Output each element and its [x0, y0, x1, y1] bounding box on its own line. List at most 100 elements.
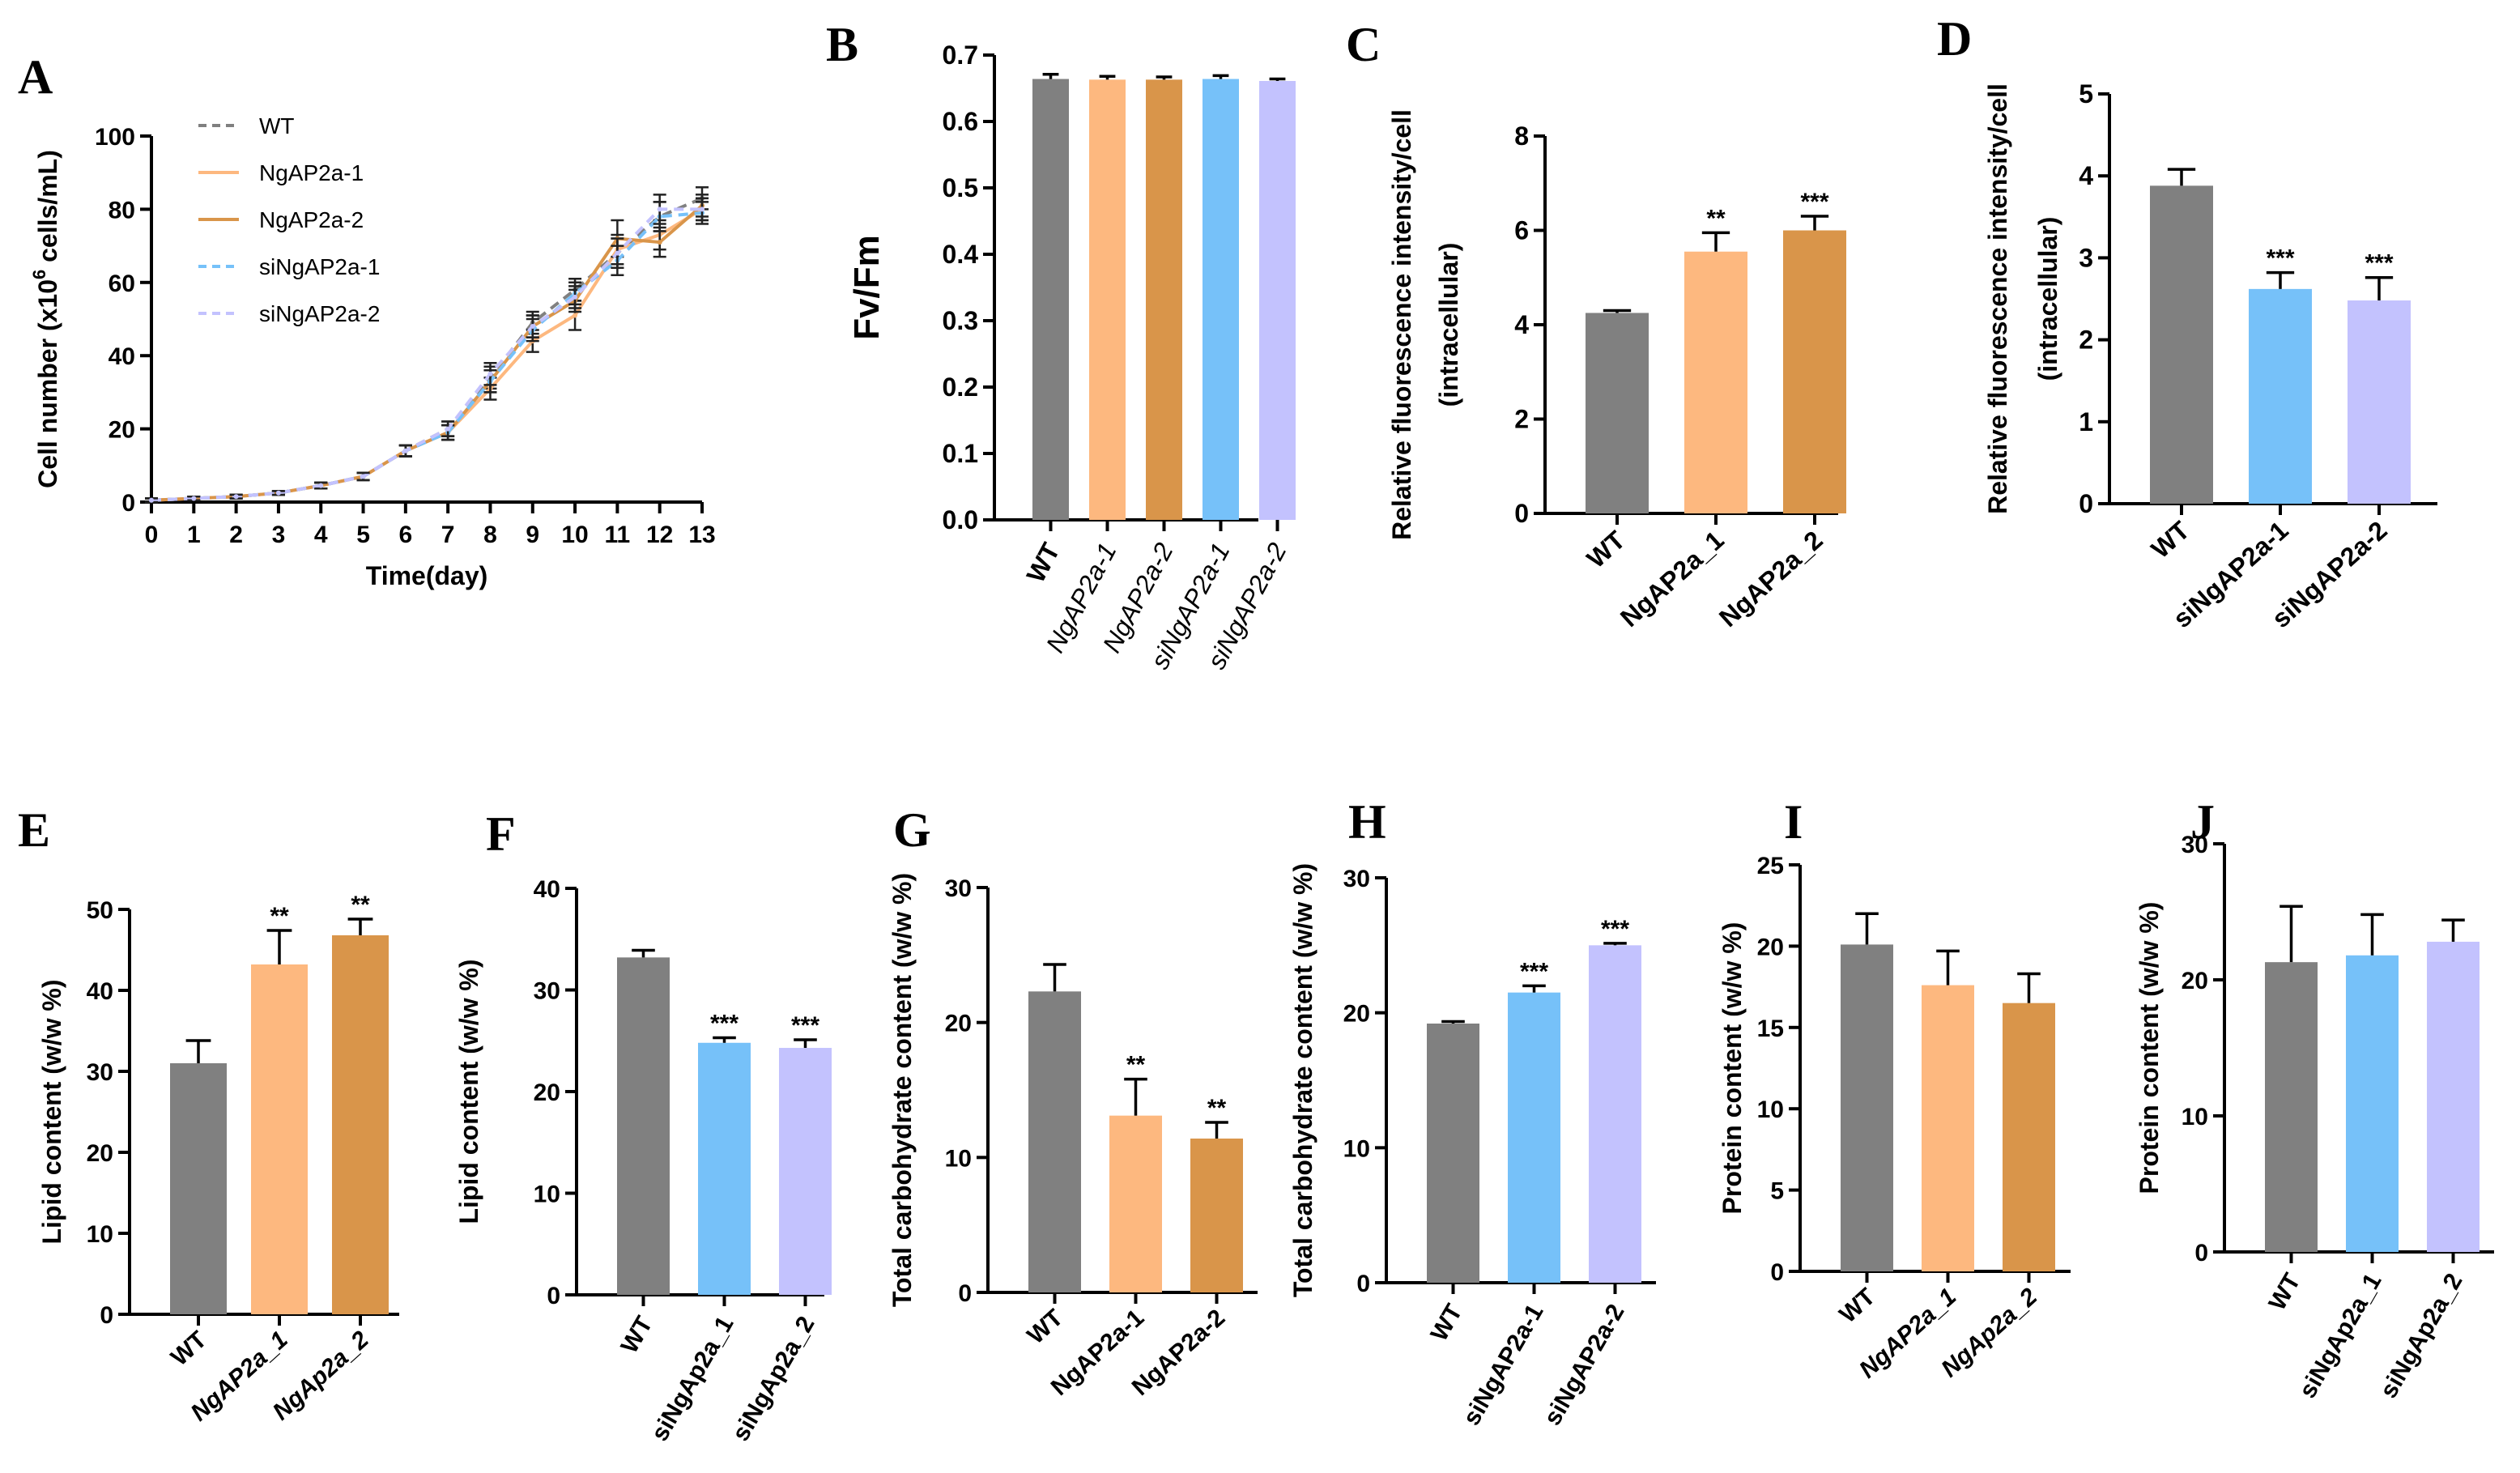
bar-f-0 — [617, 957, 670, 1295]
x-tick-label: 9 — [526, 522, 539, 548]
y-axis-label: Lipid content (w/w %) — [454, 959, 483, 1224]
panel-label-i: I — [1784, 795, 1803, 849]
y-tick-label: 0 — [2194, 1240, 2208, 1267]
y-tick-label: 20 — [2182, 968, 2208, 994]
y-tick-label: 8 — [1514, 121, 1529, 151]
y-axis-label: Cell number (x106 cells/mL) — [29, 150, 62, 488]
y-tick-label: 0 — [1356, 1271, 1370, 1297]
panel-b: B0.00.10.20.30.40.50.60.7Fv/FmWTNgAP2a-1… — [826, 18, 1296, 674]
bar-j-1 — [2346, 955, 2399, 1252]
y-tick-label: 0.5 — [943, 173, 978, 202]
y-tick-label: 20 — [534, 1079, 560, 1106]
bar-b-4 — [1259, 80, 1296, 521]
y-tick-label: 0.6 — [943, 107, 978, 136]
y-tick-label: 30 — [1343, 866, 1370, 892]
bar-i-0 — [1841, 944, 1893, 1271]
y-tick-label: 10 — [1343, 1135, 1370, 1162]
y-tick-label: 0 — [1770, 1259, 1784, 1286]
bar-b-3 — [1203, 79, 1239, 520]
bar-f-2 — [779, 1048, 832, 1295]
y-tick-label: 0 — [1514, 499, 1529, 528]
y-tick-label: 100 — [95, 124, 135, 151]
bar-j-2 — [2427, 941, 2480, 1252]
y-axis-label: Total carbohydrate content (w/w %) — [1288, 863, 1317, 1297]
significance-marker: ** — [351, 892, 370, 918]
significance-marker: *** — [1800, 189, 1828, 215]
x-tick-label: NgAP2a_1 — [1615, 525, 1730, 632]
y-tick-label: 4 — [1514, 310, 1529, 339]
data-point — [402, 448, 408, 453]
panel-label-h: H — [1348, 795, 1386, 849]
bar-b-1 — [1089, 79, 1126, 521]
panel-f: F 0 10 20 30 40 Lipid content (w/w %) WT *** siNg… — [454, 807, 832, 1445]
bar-e-1 — [251, 964, 308, 1314]
y-tick-label: 0 — [2079, 489, 2093, 518]
panel-label-g: G — [893, 803, 931, 857]
panel-label-d: D — [1937, 12, 1972, 66]
bar-e-0 — [170, 1063, 227, 1314]
y-tick-label: 10 — [945, 1145, 972, 1172]
significance-marker: ** — [270, 903, 289, 930]
data-point — [149, 497, 154, 503]
x-tick-label: WT — [1581, 525, 1631, 573]
panel-h: H 0 10 20 30 Total carbohydrate content (w/w … — [1288, 795, 1656, 1430]
significance-marker: *** — [791, 1012, 819, 1039]
panel-label-b: B — [826, 18, 858, 71]
y-axis-label: Lipid content (w/w %) — [37, 979, 66, 1244]
x-tick-label: WT — [166, 1326, 212, 1372]
legend-label: siNgAP2a-2 — [259, 301, 380, 326]
x-tick-label: 1 — [187, 522, 201, 548]
panel-label-j: J — [2190, 795, 2215, 849]
bar-b-0 — [1032, 79, 1069, 520]
x-tick-label: 13 — [688, 522, 715, 548]
y-tick-label: 0.0 — [943, 505, 978, 534]
panel-label-c: C — [1346, 18, 1381, 71]
x-tick-label: 0 — [145, 522, 159, 548]
y-tick-label: 1 — [2079, 407, 2093, 436]
data-point — [233, 494, 239, 500]
significance-marker: ** — [1126, 1052, 1146, 1079]
bar-d-0 — [2150, 185, 2213, 504]
series-line-2 — [151, 204, 704, 502]
significance-marker: *** — [710, 1010, 739, 1037]
panel-label-a: A — [18, 50, 53, 104]
bar-d-2 — [2348, 300, 2411, 504]
y-tick-label: 3 — [2079, 243, 2093, 272]
panel-label-f: F — [486, 807, 516, 861]
significance-marker: ** — [1207, 1095, 1227, 1122]
y-tick-label: 20 — [87, 1140, 113, 1167]
y-tick-label: 0.2 — [943, 373, 978, 402]
legend-label: NgAP2a-1 — [259, 160, 364, 185]
x-tick-label: 3 — [272, 522, 286, 548]
y-tick-label: 30 — [2182, 832, 2208, 858]
bar-h-2 — [1589, 945, 1641, 1283]
y-tick-label: 5 — [2079, 79, 2093, 109]
data-point — [573, 313, 578, 318]
y-tick-label: 5 — [1770, 1178, 1784, 1205]
data-point — [615, 250, 620, 256]
y-axis-label: Total carbohydrate content (w/w %) — [888, 873, 917, 1307]
y-tick-label: 0.1 — [943, 439, 978, 468]
y-tick-label: 0.3 — [943, 306, 978, 335]
y-axis-label-2: (intracellular) — [1434, 243, 1463, 407]
legend-label: WT — [259, 113, 295, 138]
panel-c: C 0 2 4 6 8 Relative fluorescence intensity/ce… — [1346, 18, 1846, 632]
data-point — [700, 206, 704, 212]
legend-label: siNgAP2a-1 — [259, 254, 380, 279]
bar-g-0 — [1028, 991, 1081, 1292]
y-tick-label: 0.7 — [943, 40, 978, 70]
bar-c-1 — [1684, 251, 1747, 513]
y-tick-label: 80 — [109, 197, 135, 224]
y-tick-label: 40 — [534, 876, 560, 903]
x-tick-label: siNgAp2a_2 — [727, 1312, 819, 1445]
y-tick-label: 0 — [121, 490, 135, 517]
y-axis-label: Relative fluorescence intensity/cell — [1387, 109, 1416, 540]
y-tick-label: 40 — [87, 978, 113, 1005]
y-axis-label-sup: 6 — [29, 270, 49, 279]
x-tick-label: 5 — [356, 522, 370, 548]
bar-i-1 — [1922, 985, 1974, 1271]
bar-d-1 — [2249, 288, 2312, 504]
bar-c-0 — [1586, 313, 1649, 513]
